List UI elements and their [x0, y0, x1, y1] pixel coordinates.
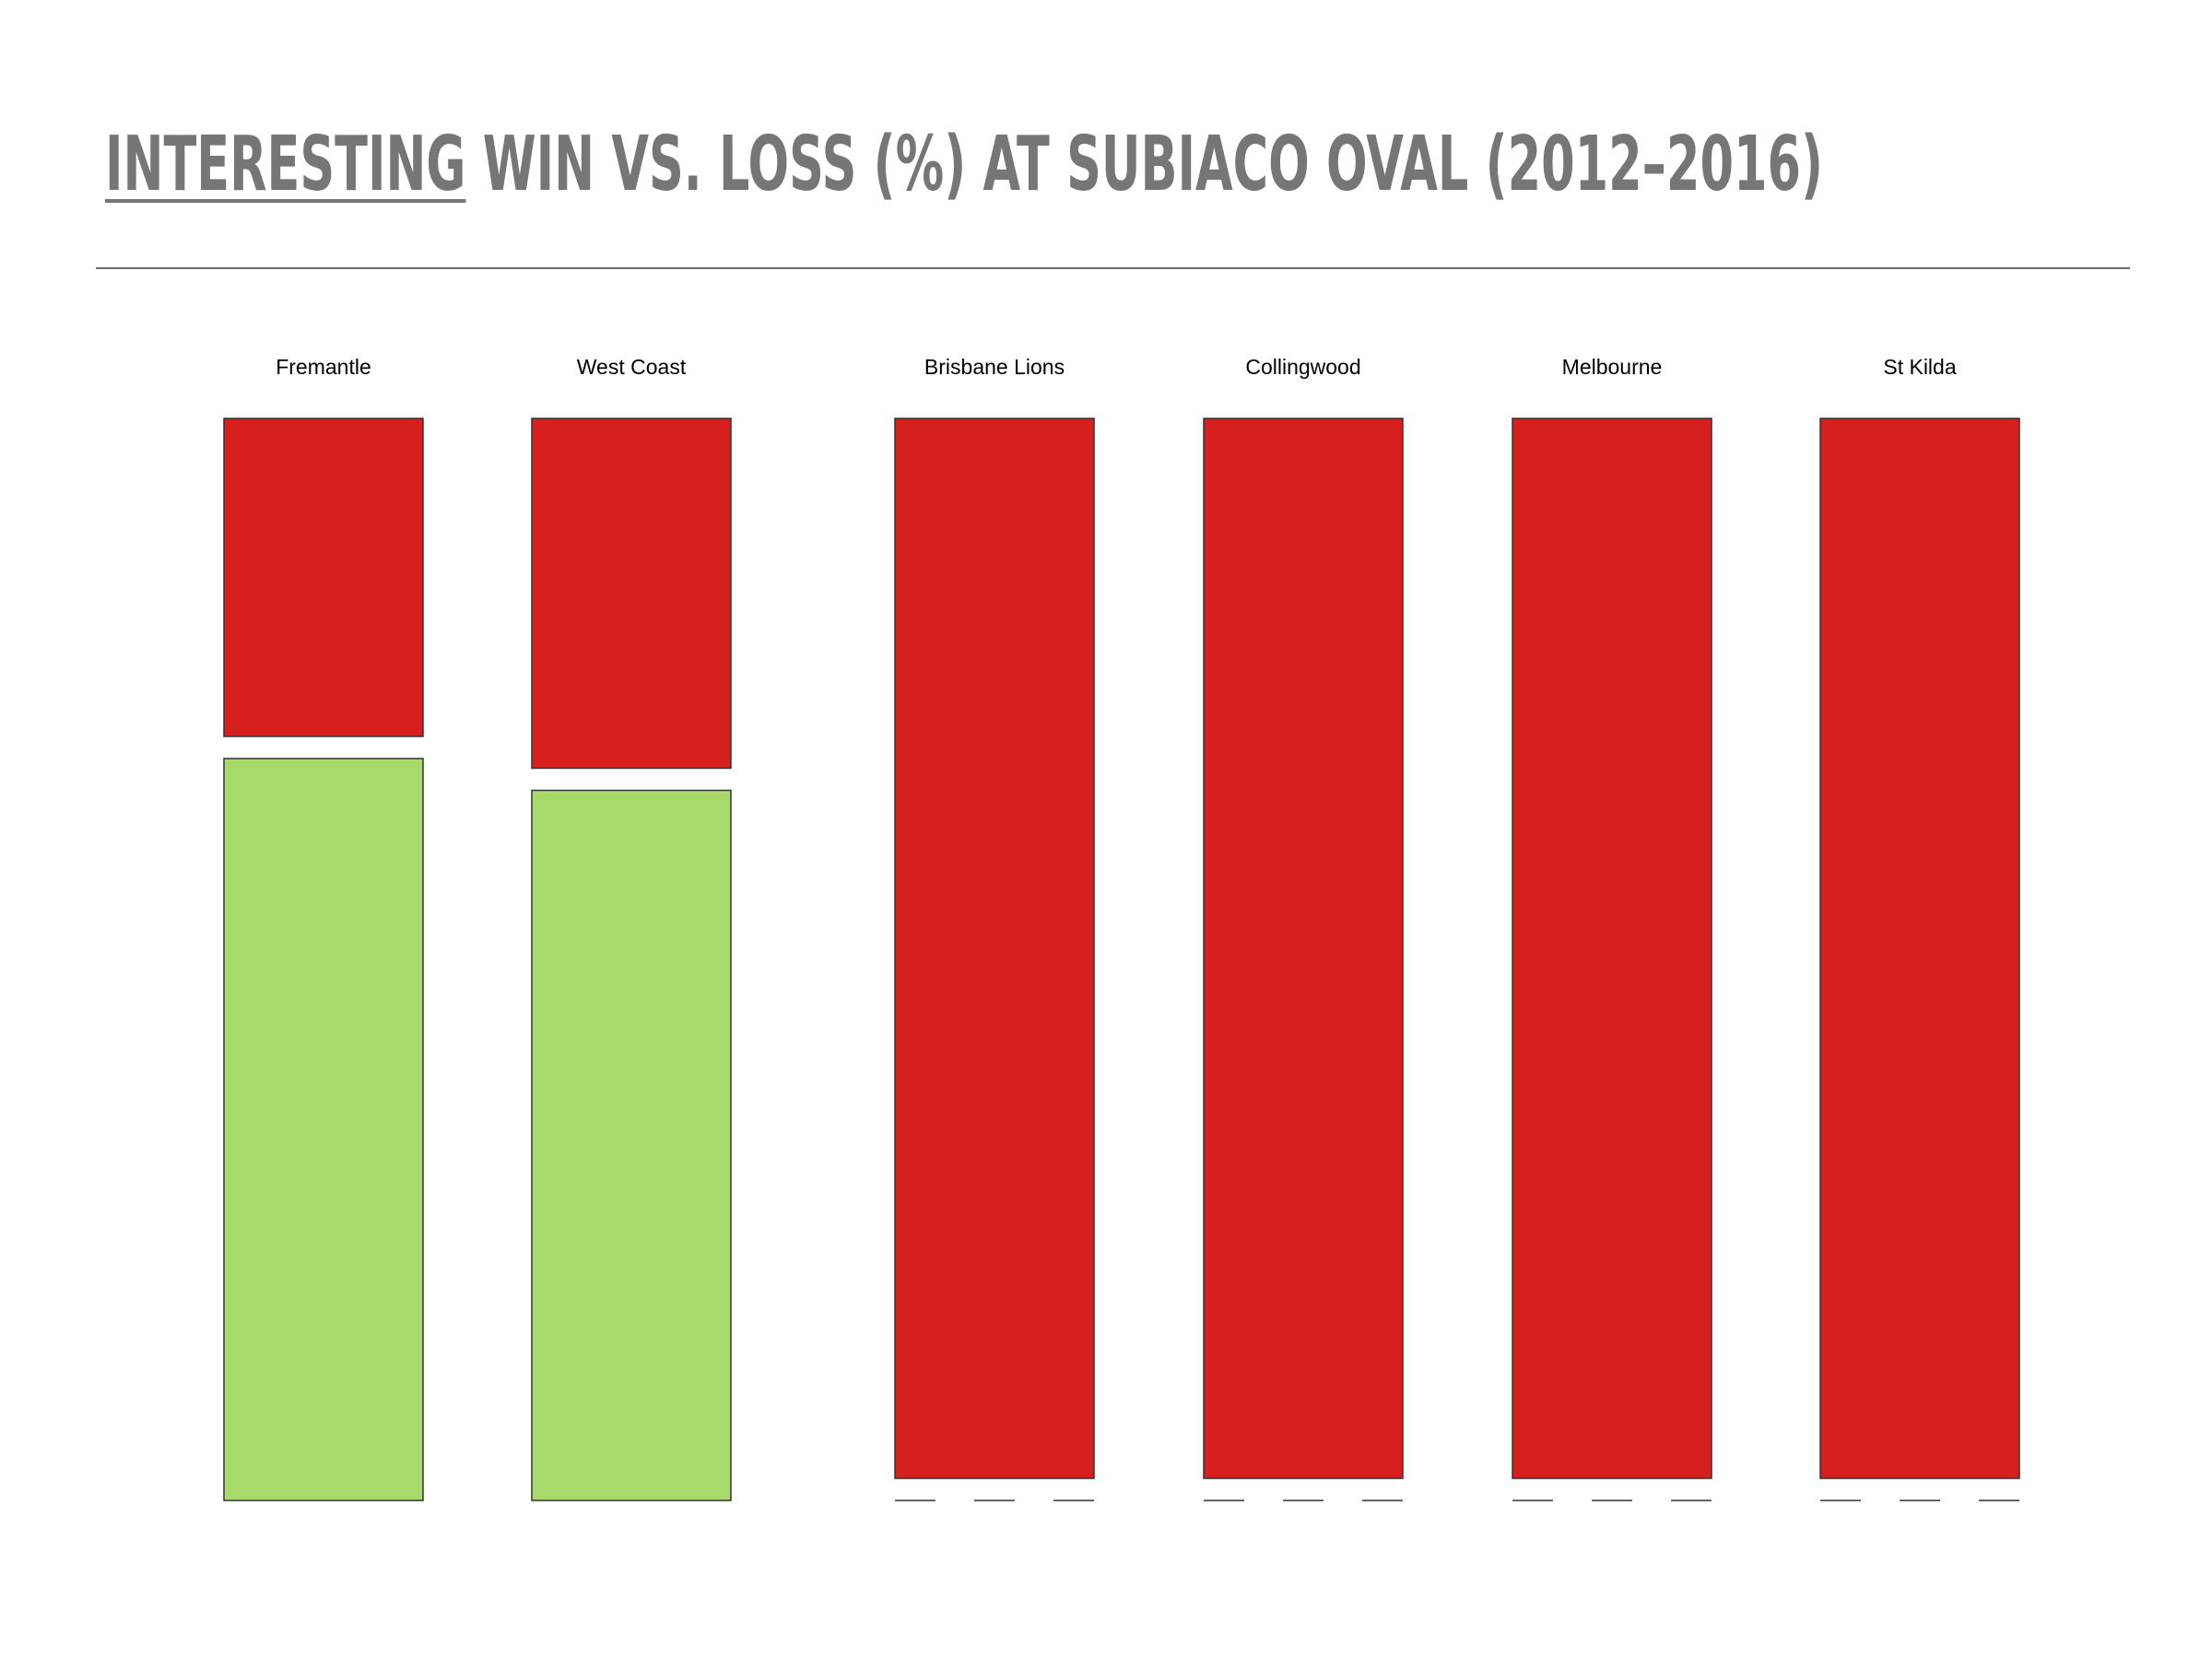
bar-win-west-coast: [531, 789, 732, 1501]
category-label-collingwood: Collingwood: [1245, 355, 1360, 379]
bar-loss-melbourne: [1512, 418, 1712, 1479]
title-divider: [96, 267, 2130, 269]
category-label-st-kilda: St Kilda: [1883, 355, 1956, 379]
title-underlined: INTERESTING: [105, 121, 466, 208]
bar-win-fremantle: [223, 758, 424, 1501]
category-label-fremantle: Fremantle: [276, 355, 371, 379]
bar-loss-st-kilda: [1819, 418, 2020, 1479]
category-label-west-coast: West Coast: [577, 355, 687, 379]
bar-loss-west-coast: [531, 418, 732, 770]
category-label-melbourne: Melbourne: [1562, 355, 1663, 379]
category-label-brisbane-lions: Brisbane Lions: [924, 355, 1065, 379]
bar-loss-fremantle: [223, 418, 424, 737]
bar-loss-collingwood: [1203, 418, 1404, 1479]
chart-title: INTERESTING WIN VS. LOSS (%) AT SUBIACO …: [105, 121, 1823, 208]
title-rest: WIN VS. LOSS (%) AT SUBIACO OVAL (2012–2…: [465, 121, 1823, 208]
bar-loss-brisbane-lions: [894, 418, 1095, 1479]
